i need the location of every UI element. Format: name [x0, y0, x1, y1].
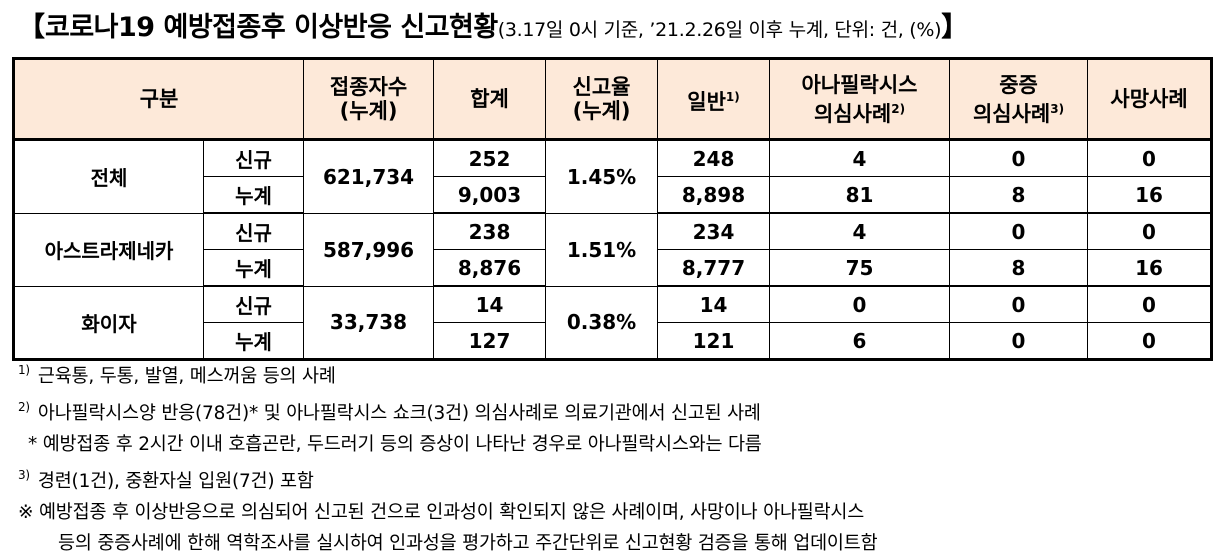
anaphylaxis-count: 6	[769, 322, 951, 360]
table-row: 전체 신규 621,734 252 1.45% 248 4 0 0	[13, 139, 1213, 214]
anaphylaxis-count: 4	[769, 212, 951, 250]
general-count: 14	[657, 285, 771, 323]
row-type: 누계	[202, 322, 305, 360]
report-rate: 1.51%	[545, 212, 659, 287]
total-count: 252	[433, 139, 547, 177]
header-anaphylaxis: 아나필락시스 의심사례2)	[769, 58, 951, 141]
vaccinated-count: 587,996	[303, 212, 435, 287]
row-type: 신규	[202, 285, 305, 323]
report-rate: 0.38%	[545, 285, 659, 360]
header-severe-line2-text: 의심사례	[972, 101, 1051, 126]
general-count: 8,777	[657, 249, 771, 287]
header-rate: 신고율 (누계)	[545, 58, 659, 141]
header-anaphylaxis-footnote: 2)	[891, 101, 906, 116]
death-count: 0	[1087, 285, 1213, 323]
row-type: 누계	[202, 249, 305, 287]
anaphylaxis-count: 4	[769, 139, 951, 177]
footnotes: 1) 근육통, 두통, 발열, 메스꺼움 등의 사례 2) 아나필락시스양 반응(7…	[18, 355, 1218, 559]
general-count: 8,898	[657, 176, 771, 214]
death-count: 16	[1087, 176, 1213, 214]
total-count: 9,003	[433, 176, 547, 214]
header-severe-line2: 의심사례3)	[950, 97, 1087, 126]
header-general-label: 일반	[687, 89, 726, 114]
severe-count: 0	[949, 285, 1089, 323]
severe-count: 8	[949, 176, 1089, 214]
adverse-reaction-table: 구분 접종자수 (누계) 합계 신고율 (누계) 일반1) 아나필락시스 의심사…	[12, 57, 1214, 361]
death-count: 0	[1087, 212, 1213, 250]
reference-note-line2: 등의 중증사례에 한해 역학조사를 실시하여 인과성을 평가하고 주간단위로 신…	[58, 533, 878, 554]
header-severe: 중증 의심사례3)	[949, 58, 1089, 141]
footnote-2-text: 아나필락시스양 반응(78건)* 및 아나필락시스 쇼크(3건) 의심사례로 의…	[37, 403, 761, 424]
report-title: 【코로나19 예방접종후 이상반응 신고현황(3.17일 0시 기준, ’21.…	[18, 8, 1218, 48]
anaphylaxis-count: 75	[769, 249, 951, 287]
footnote-2: 2) 아나필락시스양 반응(78건)* 및 아나필락시스 쇼크(3건) 의심사례로…	[18, 392, 1218, 429]
header-rate-line2: (누계)	[572, 99, 631, 123]
group-name: 아스트라제네카	[13, 212, 204, 287]
title-subtitle: (3.17일 0시 기준, ’21.2.26일 이후 누계, 단위: 건, (%…	[497, 19, 942, 41]
table-row: 누계 127 121 6 0 0	[14, 322, 1213, 360]
footnote-1-text: 근육통, 두통, 발열, 메스꺼움 등의 사례	[37, 366, 336, 387]
header-anaphylaxis-line2-text: 의심사례	[813, 101, 892, 126]
footnote-1-mark: 1)	[18, 363, 30, 377]
anaphylaxis-count: 0	[769, 285, 951, 323]
death-count: 0	[1087, 322, 1213, 360]
footnote-2-asterisk: * 예방접종 후 2시간 이내 호흡곤란, 두드러기 등의 증상이 나타난 경우…	[28, 434, 762, 455]
death-count: 0	[1087, 139, 1213, 177]
header-vaccinated: 접종자수 (누계)	[303, 58, 435, 141]
severe-count: 0	[949, 212, 1089, 250]
title-main: 코로나19 예방접종후 이상반응 신고현황	[45, 12, 498, 43]
total-count: 127	[433, 322, 547, 360]
total-count: 238	[433, 212, 547, 250]
header-category: 구분	[12, 58, 305, 141]
header-general-footnote: 1)	[725, 89, 740, 104]
vaccinated-count: 33,738	[303, 285, 435, 360]
reference-note-line1: ※ 예방접종 후 이상반응으로 의심되어 신고된 건으로 인과성이 확인되지 않…	[18, 502, 865, 523]
group-name: 전체	[13, 139, 204, 214]
row-type: 신규	[202, 212, 305, 250]
header-vaccinated-line1: 접종자수	[329, 75, 408, 99]
title-open-bracket: 【	[18, 12, 45, 43]
table-row: 아스트라제네카 신규 587,996 238 1.51% 234 4 0 0	[13, 212, 1213, 287]
row-type: 신규	[202, 139, 305, 177]
footnote-3-mark: 3)	[18, 468, 30, 482]
general-count: 121	[657, 322, 771, 360]
header-general: 일반1)	[657, 58, 771, 141]
header-total: 합계	[433, 58, 547, 141]
table-row: 화이자 신규 33,738 14 0.38% 14 0 0 0	[13, 285, 1213, 360]
header-severe-footnote: 3)	[1050, 101, 1065, 116]
group-name: 화이자	[13, 285, 204, 360]
header-severe-line1: 중증	[999, 72, 1038, 97]
severe-count: 0	[949, 322, 1089, 360]
general-count: 248	[657, 139, 771, 177]
table-row: 누계 9,003 8,898 81 8 16	[14, 176, 1213, 214]
general-count: 234	[657, 212, 771, 250]
anaphylaxis-count: 81	[769, 176, 951, 214]
footnote-2-mark: 2)	[18, 400, 30, 414]
severe-count: 0	[949, 139, 1089, 177]
severe-count: 8	[949, 249, 1089, 287]
header-anaphylaxis-line2: 의심사례2)	[770, 97, 949, 126]
row-type: 누계	[202, 176, 305, 214]
death-count: 16	[1087, 249, 1213, 287]
header-row: 구분 접종자수 (누계) 합계 신고율 (누계) 일반1) 아나필락시스 의심사…	[12, 58, 1213, 141]
footnote-3: 3) 경련(1건), 중환자실 입원(7건) 포함	[18, 460, 1218, 497]
header-vaccinated-line2: (누계)	[339, 99, 398, 123]
header-rate-line1: 신고율	[572, 75, 631, 99]
table-row: 누계 8,876 8,777 75 8 16	[14, 249, 1213, 287]
footnote-3-text: 경련(1건), 중환자실 입원(7건) 포함	[37, 471, 314, 492]
total-count: 8,876	[433, 249, 547, 287]
header-death: 사망사례	[1087, 58, 1213, 141]
report-rate: 1.45%	[545, 139, 659, 214]
title-close-bracket: 】	[941, 12, 969, 43]
header-anaphylaxis-line1: 아나필락시스	[801, 72, 918, 97]
total-count: 14	[433, 285, 547, 323]
footnote-1: 1) 근육통, 두통, 발열, 메스꺼움 등의 사례	[18, 355, 1218, 392]
vaccinated-count: 621,734	[303, 139, 435, 214]
